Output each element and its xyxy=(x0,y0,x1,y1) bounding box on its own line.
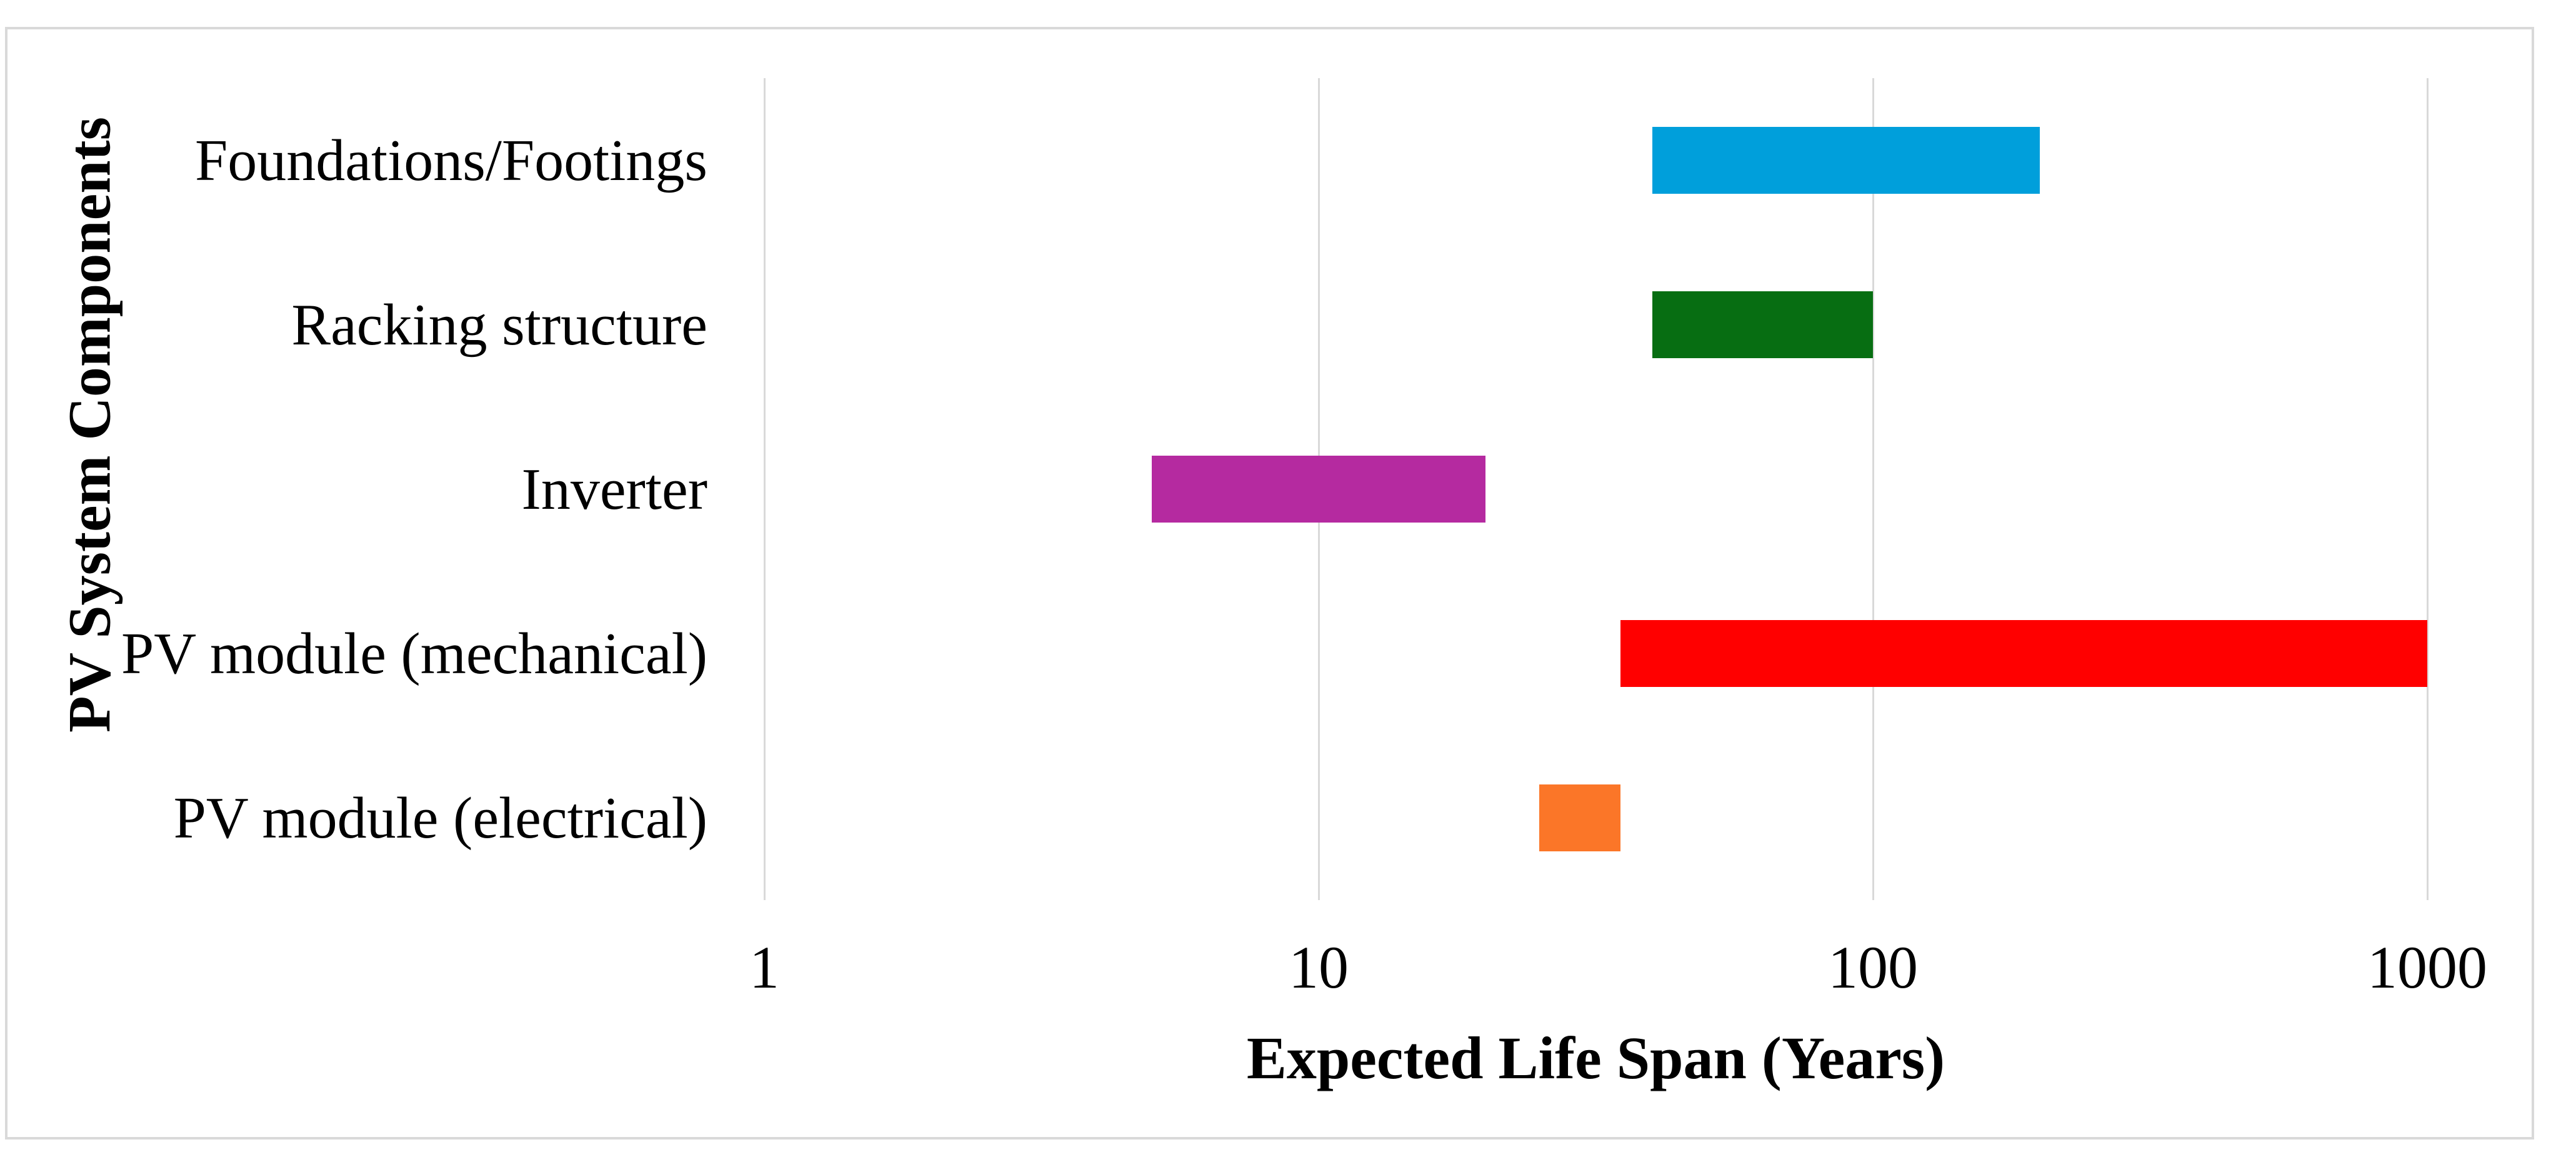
x-axis-title: Expected Life Span (Years) xyxy=(1246,1024,1945,1091)
range-bar xyxy=(1151,456,1485,523)
x-axis-tick-labels: 1 10 100 1000 xyxy=(0,924,2576,1011)
range-bar xyxy=(1652,127,2040,194)
range-bar xyxy=(1539,784,1620,851)
category-axis-line xyxy=(763,78,766,900)
category-label: Racking structure xyxy=(291,292,707,358)
category-label: Inverter xyxy=(521,456,707,522)
gridline xyxy=(2426,78,2429,900)
category-axis-labels: Foundations/Footings Racking structure Inv… xyxy=(0,78,707,900)
gridline xyxy=(1872,78,1874,900)
x-tick-label: 1000 xyxy=(2367,934,2487,1001)
category-label: PV module (electrical) xyxy=(173,785,707,851)
category-label: PV module (mechanical) xyxy=(121,621,707,686)
x-tick-label: 100 xyxy=(1828,934,1918,1001)
plot-area xyxy=(763,78,2429,900)
category-label: Foundations/Footings xyxy=(194,128,707,193)
range-bar xyxy=(1652,291,1873,358)
x-tick-label: 1 xyxy=(749,934,779,1001)
chart-frame xyxy=(5,27,2534,1139)
x-tick-label: 10 xyxy=(1289,934,1349,1001)
range-bar xyxy=(1620,620,2427,687)
